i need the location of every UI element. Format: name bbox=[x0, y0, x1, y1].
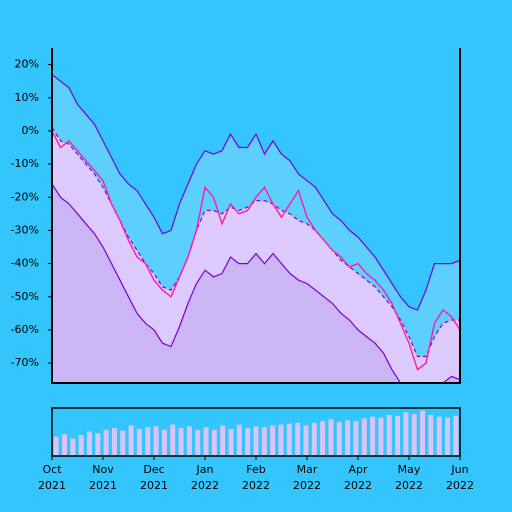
volume-bar bbox=[311, 422, 317, 456]
volume-bar bbox=[245, 428, 251, 456]
volume-bar bbox=[103, 429, 109, 456]
volume-bar bbox=[186, 426, 192, 456]
volume-bar bbox=[211, 429, 217, 456]
price-line bbox=[52, 130, 460, 371]
volume-bar bbox=[128, 425, 134, 456]
x-tick-label: Jun 2022 bbox=[446, 463, 474, 492]
x-tick-label: Oct 2021 bbox=[38, 463, 66, 492]
volume-bar bbox=[403, 412, 409, 456]
volume-bar bbox=[203, 427, 209, 456]
volume-bar bbox=[386, 414, 392, 456]
x-tick-label: Mar 2022 bbox=[293, 463, 321, 492]
volume-bar bbox=[95, 433, 101, 456]
volume-bar bbox=[395, 415, 401, 456]
volume-bar bbox=[336, 421, 342, 456]
volume-bar bbox=[361, 418, 367, 456]
volume-bar bbox=[70, 438, 76, 456]
volume-bar bbox=[453, 415, 459, 456]
y-tick-label: -70% bbox=[11, 356, 39, 369]
volume-bar bbox=[61, 434, 67, 456]
volume-bar bbox=[153, 426, 159, 456]
volume-bar bbox=[420, 410, 426, 456]
y-tick-label: -10% bbox=[11, 157, 39, 170]
x-tick-label: Apr 2022 bbox=[344, 463, 372, 492]
axis-frame bbox=[51, 48, 461, 384]
x-tick-label: May 2022 bbox=[395, 463, 423, 492]
y-tick-label: 0% bbox=[22, 124, 39, 137]
volume-bar bbox=[320, 421, 326, 456]
volume-bar bbox=[236, 424, 242, 456]
volume-bar bbox=[370, 416, 376, 456]
volume-bar bbox=[86, 431, 92, 456]
y-tick-label: -40% bbox=[11, 257, 39, 270]
volume-bar bbox=[303, 425, 309, 456]
volume-bar bbox=[195, 429, 201, 456]
x-tick-label: Jan 2022 bbox=[191, 463, 219, 492]
volume-bar bbox=[178, 428, 184, 456]
volume-bar bbox=[78, 435, 84, 456]
volume-bar bbox=[220, 425, 226, 456]
volume-bar bbox=[445, 417, 451, 456]
volume-bar bbox=[428, 414, 434, 456]
y-tick-label: -60% bbox=[11, 323, 39, 336]
volume-bar bbox=[345, 420, 351, 456]
volume-bar bbox=[253, 426, 259, 456]
volume-bar bbox=[411, 414, 417, 456]
volume-bar bbox=[120, 430, 126, 456]
volume-bar bbox=[353, 421, 359, 456]
y-tick-label: -20% bbox=[11, 190, 39, 203]
volume-bar bbox=[278, 424, 284, 456]
volume-bar bbox=[145, 427, 151, 456]
volume-bar bbox=[378, 417, 384, 456]
band-line bbox=[52, 127, 460, 358]
volume-bar bbox=[295, 422, 301, 456]
volume-bar bbox=[228, 428, 234, 456]
volume-bar bbox=[170, 424, 176, 456]
x-tick-label: Dec 2021 bbox=[140, 463, 168, 492]
volume-bar bbox=[286, 423, 292, 456]
y-tick-label: 20% bbox=[15, 58, 39, 71]
volume-bar bbox=[111, 428, 117, 456]
band-line bbox=[52, 74, 460, 311]
volume-bar bbox=[53, 436, 59, 456]
band-line bbox=[52, 183, 460, 383]
plot-area bbox=[52, 74, 460, 383]
x-tick-label: Nov 2021 bbox=[89, 463, 117, 492]
band-area bbox=[52, 184, 460, 383]
volume-bar bbox=[161, 429, 167, 456]
volume-bar bbox=[136, 428, 142, 456]
x-tick-label: Feb 2022 bbox=[242, 463, 270, 492]
y-tick-label: -30% bbox=[11, 223, 39, 236]
volume-bar bbox=[261, 427, 267, 456]
volume-bar bbox=[328, 419, 334, 456]
volume-bar bbox=[436, 416, 442, 456]
y-tick-label: -50% bbox=[11, 290, 39, 303]
volume-bar bbox=[270, 425, 276, 456]
y-tick-label: 10% bbox=[15, 91, 39, 104]
